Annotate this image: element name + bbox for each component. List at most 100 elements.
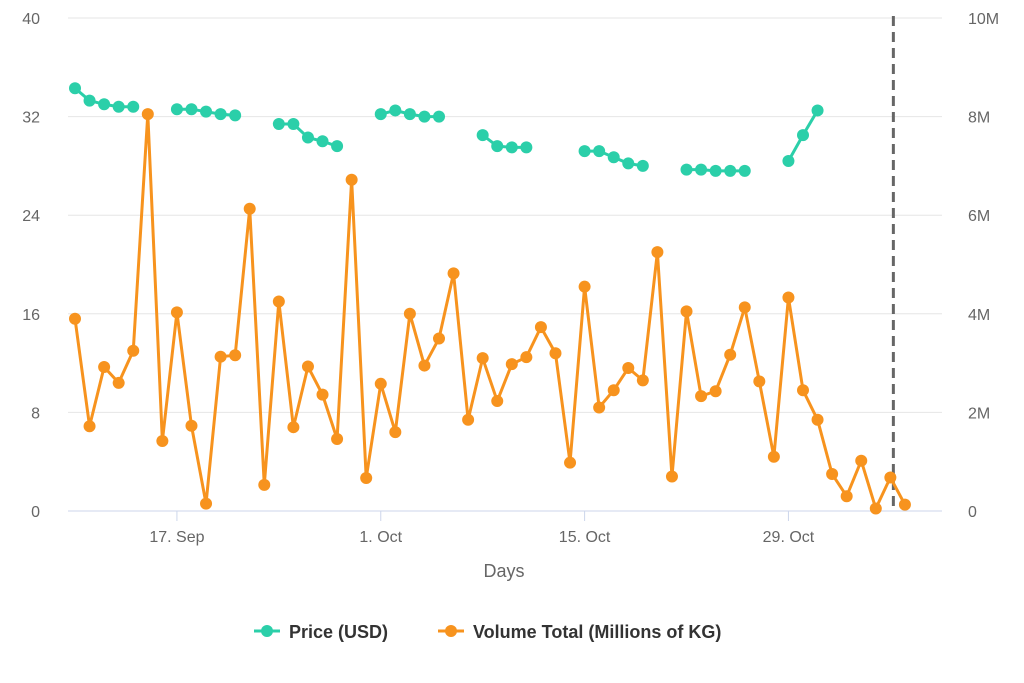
price-point: [127, 100, 140, 113]
legend-item-price[interactable]: Price (USD): [254, 622, 388, 642]
right-tick-label: 2M: [968, 405, 990, 422]
volume-point: [709, 385, 722, 398]
volume-point: [491, 395, 504, 408]
price-point: [272, 117, 285, 130]
volume-point: [797, 384, 809, 397]
price-point: [389, 104, 402, 117]
price-point: [200, 105, 213, 118]
volume-point: [345, 173, 358, 186]
volume-point: [476, 352, 489, 365]
price-point: [301, 131, 314, 144]
price-point: [709, 164, 722, 177]
volume-point: [316, 388, 329, 401]
price-point: [170, 103, 183, 116]
volume-point: [869, 502, 882, 515]
volume-point: [403, 307, 416, 320]
price-point: [83, 94, 96, 107]
volume-point: [534, 321, 547, 334]
volume-point: [447, 267, 460, 280]
volume-point: [738, 301, 751, 314]
volume-point: [331, 433, 344, 446]
volume-point: [593, 401, 606, 414]
volume-point: [258, 478, 271, 491]
left-tick-label: 32: [22, 110, 40, 127]
volume-point: [724, 348, 737, 361]
x-axis-ticks: 17. Sep 1. Oct 15. Oct 29. Oct: [149, 511, 815, 546]
volume-point: [505, 358, 518, 371]
volume-point: [185, 419, 198, 432]
price-point: [680, 163, 693, 176]
volume-point: [607, 384, 620, 397]
price-point: [433, 110, 445, 123]
price-point: [811, 104, 824, 117]
left-tick-label: 0: [31, 504, 40, 521]
left-tick-label: 8: [31, 405, 40, 422]
volume-point: [272, 295, 285, 308]
x-tick-label: 15. Oct: [559, 529, 611, 546]
volume-point: [884, 471, 897, 484]
volume-point: [69, 312, 81, 325]
volume-point: [156, 434, 169, 447]
legend[interactable]: Price (USD) Volume Total (Millions of KG): [254, 622, 721, 642]
volume-point: [651, 246, 664, 259]
volume-point: [564, 456, 577, 469]
x-tick-label: 29. Oct: [763, 529, 815, 546]
volume-point: [433, 332, 445, 345]
price-point: [112, 100, 125, 113]
volume-point: [170, 306, 183, 319]
volume-point: [141, 108, 154, 121]
volume-point: [826, 468, 839, 481]
series-layer: [69, 82, 911, 515]
volume-point: [83, 420, 96, 433]
price-point: [578, 145, 591, 158]
x-tick-label: 17. Sep: [149, 529, 204, 546]
right-tick-label: 8M: [968, 110, 990, 127]
volume-point: [520, 351, 533, 364]
grid-layer: [68, 17, 942, 512]
price-point: [607, 151, 620, 164]
legend-symbol-marker: [445, 625, 457, 637]
volume-point: [360, 471, 373, 484]
left-tick-label: 16: [22, 307, 40, 324]
volume-point: [695, 390, 708, 403]
price-series-line: [481, 133, 528, 149]
right-tick-label: 0: [968, 504, 977, 521]
price-point: [287, 117, 300, 130]
volume-point: [243, 202, 256, 215]
volume-point: [811, 413, 824, 426]
volume-point: [462, 413, 475, 426]
volume-point: [549, 347, 562, 360]
volume-point: [622, 362, 635, 375]
volume-point: [98, 361, 111, 374]
legend-label: Volume Total (Millions of KG): [473, 622, 721, 642]
price-point: [636, 159, 649, 172]
volume-point: [840, 490, 853, 503]
volume-point: [665, 470, 678, 483]
volume-point: [636, 374, 649, 387]
x-axis-title: Days: [483, 561, 524, 581]
volume-point: [578, 280, 591, 293]
legend-item-volume[interactable]: Volume Total (Millions of KG): [438, 622, 721, 642]
price-point: [316, 135, 329, 148]
price-point: [491, 140, 504, 153]
left-tick-label: 40: [22, 11, 40, 28]
price-point: [622, 157, 635, 170]
volume-point: [374, 377, 387, 390]
price-point: [418, 110, 431, 123]
price-point: [724, 164, 737, 177]
right-tick-label: 10M: [968, 11, 999, 28]
volume-point: [753, 375, 766, 388]
price-point: [98, 98, 111, 111]
price-point: [214, 108, 227, 121]
right-tick-label: 4M: [968, 307, 990, 324]
volume-point: [214, 350, 227, 363]
price-point: [695, 163, 708, 176]
left-tick-label: 24: [22, 208, 40, 225]
volume-point: [389, 426, 402, 439]
volume-series-line: [73, 112, 907, 511]
price-point: [505, 141, 518, 154]
volume-point: [287, 421, 300, 434]
price-point: [185, 103, 198, 116]
